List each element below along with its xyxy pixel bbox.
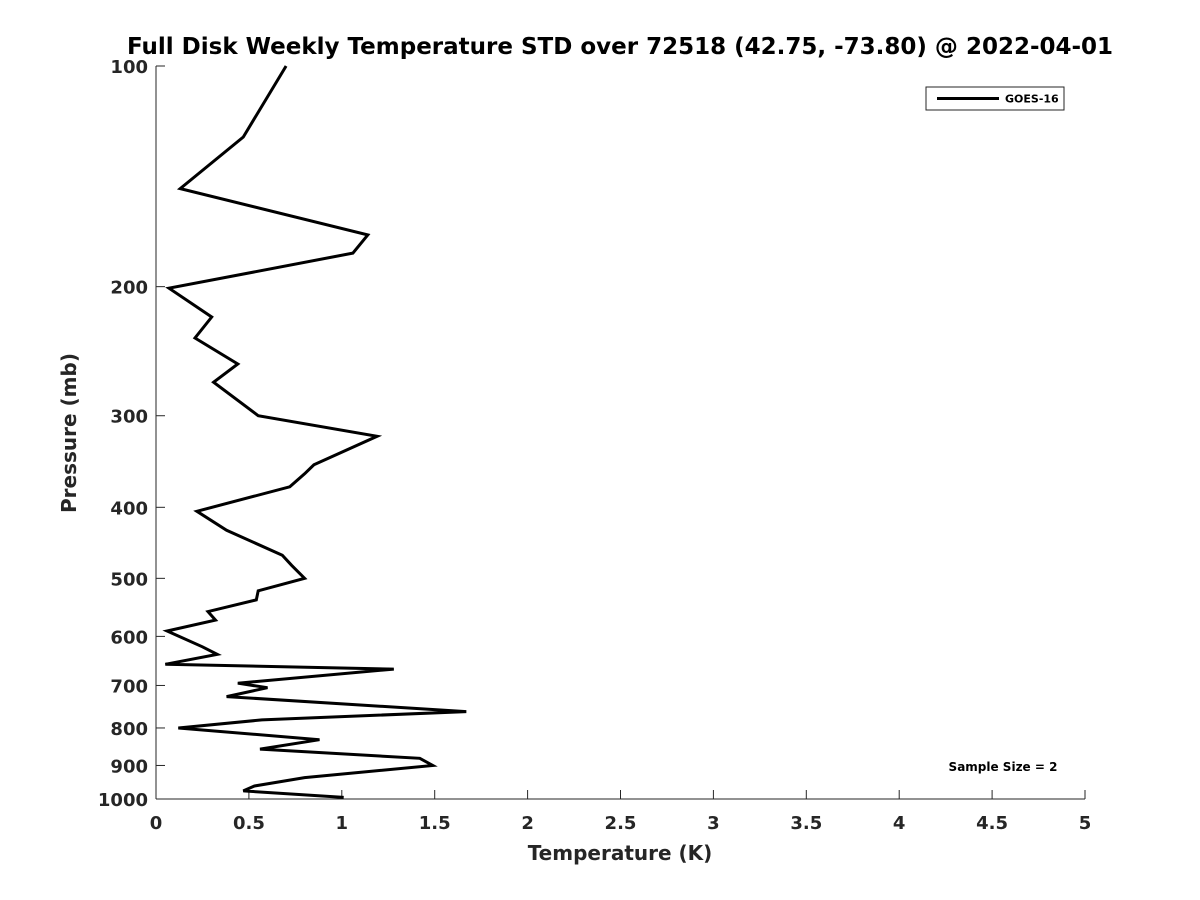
y-tick-label: 200 bbox=[110, 278, 148, 299]
x-tick-label: 5 bbox=[1079, 813, 1092, 834]
sample-size-annotation: Sample Size = 2 bbox=[949, 760, 1058, 774]
x-tick-label: 2 bbox=[521, 813, 534, 834]
axes: 0 0.5 1 1.5 2 2.5 3 3.5 4 4.5 5 100 200 300 400 500 600 7… bbox=[98, 57, 1091, 834]
y-tick-label: 100 bbox=[110, 57, 148, 78]
chart-title: Full Disk Weekly Temperature STD over 72… bbox=[127, 34, 1113, 60]
x-tick-label: 2.5 bbox=[605, 813, 637, 834]
y-tick-label: 700 bbox=[110, 676, 148, 697]
y-axis-label: Pressure (mb) bbox=[57, 353, 81, 513]
x-tick-label: 4.5 bbox=[976, 813, 1008, 834]
x-tick-label: 1 bbox=[336, 813, 349, 834]
y-tick-label: 800 bbox=[110, 719, 148, 740]
y-tick-label: 500 bbox=[110, 569, 148, 590]
y-tick-label: 900 bbox=[110, 756, 148, 777]
y-tick-label: 400 bbox=[110, 498, 148, 519]
y-tick-label: 1000 bbox=[98, 790, 148, 811]
x-tick-label: 0 bbox=[150, 813, 163, 834]
x-tick-label: 1.5 bbox=[419, 813, 451, 834]
x-tick-label: 0.5 bbox=[233, 813, 265, 834]
legend: GOES-16 bbox=[925, 86, 1065, 111]
x-tick-label: 3.5 bbox=[790, 813, 822, 834]
series-layer bbox=[162, 65, 467, 799]
legend-label: GOES-16 bbox=[1005, 93, 1059, 106]
series-line-goes-16 bbox=[162, 65, 467, 799]
x-tick-label: 3 bbox=[707, 813, 720, 834]
x-axis-label: Temperature (K) bbox=[528, 841, 713, 865]
y-tick-label: 600 bbox=[110, 627, 148, 648]
y-tick-label: 300 bbox=[110, 407, 148, 428]
x-tick-label: 4 bbox=[893, 813, 906, 834]
